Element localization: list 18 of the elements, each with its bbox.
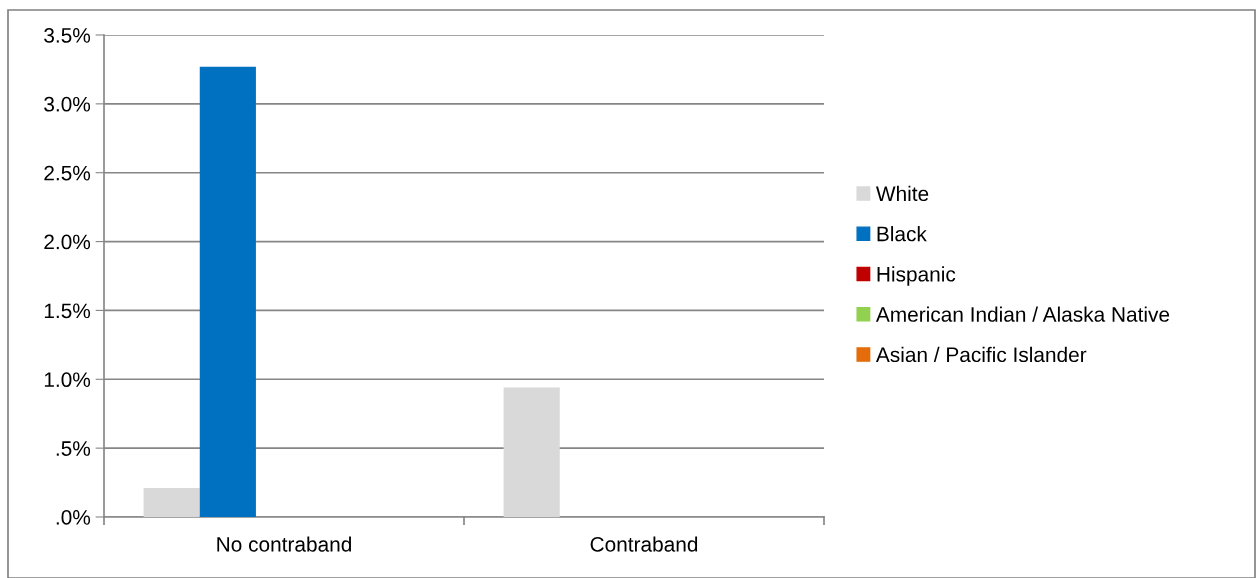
y-tick-label: .5% (56, 441, 91, 456)
y-tick-label: 1.5% (44, 303, 91, 319)
y-tick-label: 2.5% (44, 165, 91, 181)
legend-label: American Indian / Alaska Native (875, 306, 1170, 322)
legend-label: White (875, 185, 929, 202)
y-tick-label: 1.0% (44, 372, 91, 388)
y-tick-label: .0% (56, 510, 91, 525)
legend-label: Black (877, 226, 927, 242)
legend-label: Hispanic (877, 266, 956, 286)
y-tick-label: 3.0% (44, 96, 91, 112)
y-tick-label: 2.0% (44, 234, 91, 250)
legend-label: Asian / Pacific Islander (875, 346, 1087, 363)
y-tick-label: 3.5% (44, 28, 91, 43)
x-tick-label: No contraband (217, 536, 351, 552)
bar (199, 66, 256, 517)
x-tick-label: Contraband (590, 536, 698, 552)
bar (503, 387, 560, 517)
bar (143, 488, 200, 517)
